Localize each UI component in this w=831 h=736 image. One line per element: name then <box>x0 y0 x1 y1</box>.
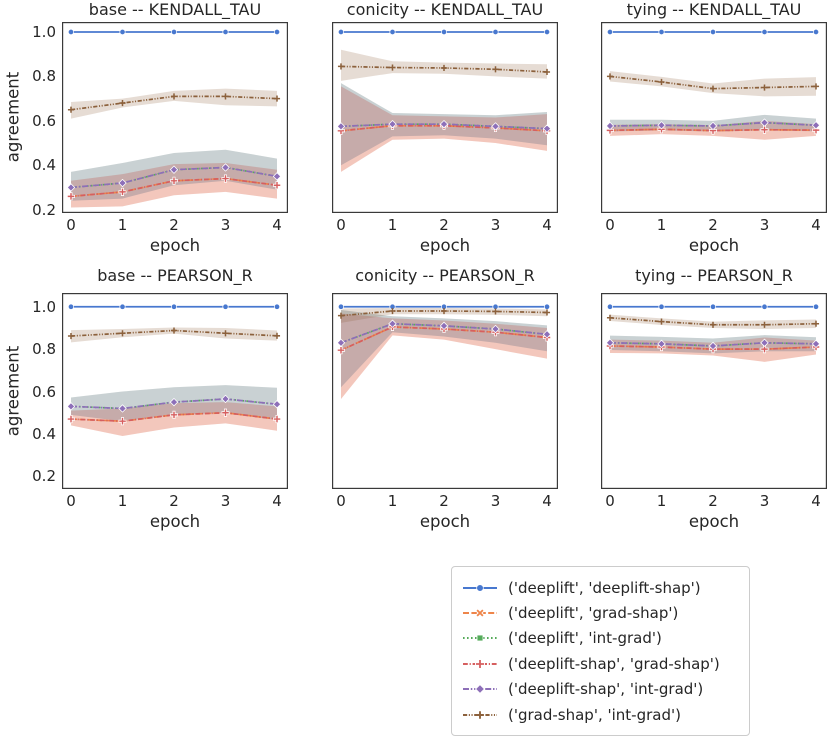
legend-sample-line <box>463 583 497 592</box>
subplot-tying-pearson-r: tying -- PEARSON_R epoch 0 1 2 3 4 <box>601 264 827 532</box>
legend-label: ('deeplift-shap', 'grad-shap') <box>508 654 720 673</box>
legend-sample-line <box>463 710 497 719</box>
plot-border <box>601 22 827 213</box>
data-line <box>340 322 548 344</box>
subplot-title: conicity -- PEARSON_R <box>355 266 535 285</box>
plot-border <box>62 22 288 213</box>
x-tick-label: 2 <box>708 216 718 234</box>
x-tick-label: 2 <box>169 492 179 510</box>
plot-area-conicity-kendall-tau <box>332 22 558 213</box>
subplot-base-pearson-r: base -- PEARSON_R epoch 0 1 2 3 4 <box>62 264 288 532</box>
x-tick-label: 2 <box>708 492 718 510</box>
subplot-title: tying -- PEARSON_R <box>635 266 793 285</box>
x-axis-label: epoch <box>149 512 201 531</box>
legend-label: ('grad-shap', 'int-grad') <box>508 705 681 724</box>
x-tick-label: 2 <box>169 216 179 234</box>
legend-sample-line <box>463 608 497 618</box>
legend-item-4: ('deeplift-shap', 'grad-shap') <box>462 651 740 676</box>
x-tick-label: 3 <box>220 216 231 234</box>
y-tick-label: 1.0 <box>32 297 56 316</box>
y-tick-label: 0.6 <box>32 111 56 130</box>
legend-item-1: ('deeplift', 'deeplift-shap') <box>462 575 740 600</box>
x-tick-label: 0 <box>66 216 76 234</box>
x-tick-label: 0 <box>336 216 346 234</box>
x-tick-label: 2 <box>439 492 449 510</box>
legend-item-2: ('deeplift', 'grad-shap') <box>462 600 740 625</box>
x-tick-label: 1 <box>117 216 128 234</box>
legend-item-5: ('deeplift-shap', 'int-grad') <box>462 677 740 702</box>
x-tick-label: 4 <box>542 216 552 234</box>
x-axis-label: epoch <box>419 512 471 531</box>
plot-border <box>601 293 827 489</box>
plot-area-tying-kendall-tau <box>601 22 827 213</box>
x-tick-label: 0 <box>66 492 76 510</box>
y-tick-label: 0.8 <box>32 67 56 86</box>
y-tick-label: 0.2 <box>32 200 56 219</box>
x-tick-label: 3 <box>759 216 770 234</box>
x-tick-label: 4 <box>272 216 282 234</box>
x-tick-label: 2 <box>439 216 449 234</box>
subplot-base-kendall-tau: base -- KENDALL_TAU epoch 0 1 2 3 4 <box>62 0 288 256</box>
subplot-conicity-pearson-r: conicity -- PEARSON_R epoch 0 1 2 3 4 <box>332 264 558 532</box>
x-axis-label: epoch <box>688 236 740 255</box>
legend: ('deeplift', 'deeplift-shap') ('deeplift'… <box>451 566 750 736</box>
legend-sample-line <box>463 684 497 695</box>
subplot-conicity-kendall-tau: conicity -- KENDALL_TAU epoch 0 1 2 3 4 <box>332 0 558 256</box>
legend-label: ('deeplift', 'deeplift-shap') <box>508 578 701 597</box>
x-tick-label: 4 <box>811 492 821 510</box>
plot-area-base-pearson-r <box>62 293 288 489</box>
x-tick-label: 3 <box>490 216 501 234</box>
x-tick-label: 1 <box>387 492 398 510</box>
confidence-band <box>610 71 816 97</box>
legend-item-3: ('deeplift', 'int-grad') <box>462 626 740 651</box>
y-tick-label: 0.2 <box>32 467 56 486</box>
x-tick-label: 3 <box>220 492 231 510</box>
legend-item-6: ('grad-shap', 'int-grad') <box>462 702 740 727</box>
plot-border <box>62 293 288 489</box>
y-tick-label: 1.0 <box>32 22 56 41</box>
x-tick-label: 3 <box>759 492 770 510</box>
x-tick-label: 1 <box>656 216 667 234</box>
x-tick-label: 3 <box>490 492 501 510</box>
legend-sample-line <box>463 658 497 669</box>
y-tick-label: 0.4 <box>32 156 56 175</box>
y-tick-label: 0.8 <box>32 340 56 359</box>
x-tick-label: 0 <box>336 492 346 510</box>
legend-label: ('deeplift-shap', 'int-grad') <box>508 680 704 699</box>
data-line <box>70 177 278 198</box>
subplot-title: tying -- KENDALL_TAU <box>626 0 802 19</box>
x-axis-label: epoch <box>419 236 471 255</box>
plot-border <box>332 293 558 489</box>
y-tick-label: 0.6 <box>32 382 56 401</box>
plot-area-conicity-pearson-r <box>332 293 558 489</box>
x-axis-label: epoch <box>149 236 201 255</box>
confidence-band <box>71 163 277 208</box>
x-tick-label: 0 <box>605 216 615 234</box>
plot-border <box>332 22 558 213</box>
subplot-title: base -- PEARSON_R <box>97 266 253 285</box>
x-tick-label: 1 <box>387 216 398 234</box>
plot-area-tying-pearson-r <box>601 293 827 489</box>
y-tick-label: 0.4 <box>32 424 56 443</box>
plot-area-base-kendall-tau <box>62 22 288 213</box>
confidence-band <box>71 88 277 119</box>
x-tick-label: 0 <box>605 492 615 510</box>
x-tick-label: 1 <box>656 492 667 510</box>
x-tick-label: 1 <box>117 492 128 510</box>
x-tick-label: 4 <box>542 492 552 510</box>
x-tick-label: 4 <box>811 216 821 234</box>
legend-label: ('deeplift', 'grad-shap') <box>508 604 679 623</box>
legend-label: ('deeplift', 'int-grad') <box>508 629 662 648</box>
confidence-band <box>71 163 277 208</box>
x-axis-label: epoch <box>688 512 740 531</box>
x-tick-label: 4 <box>272 492 282 510</box>
subplot-title: base -- KENDALL_TAU <box>88 0 262 19</box>
subplot-title: conicity -- KENDALL_TAU <box>346 0 544 19</box>
legend-sample-line <box>463 635 497 642</box>
subplot-tying-kendall-tau: tying -- KENDALL_TAU epoch 0 1 2 3 4 <box>601 0 827 256</box>
